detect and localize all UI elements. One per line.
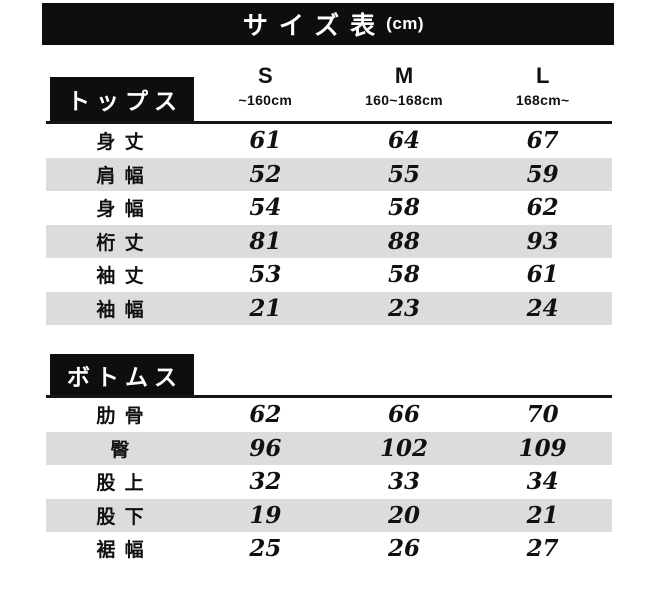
row-value-l: 61 — [526, 261, 559, 289]
row-label: 肩 幅 — [96, 165, 146, 187]
row-value-l: 93 — [526, 227, 559, 255]
unit-label: (cm) — [386, 14, 425, 33]
size-s-range: ~160cm — [238, 92, 293, 109]
tops-section-label: トップス — [50, 77, 194, 121]
row-value-l: 70 — [526, 401, 559, 429]
row-value-m: 23 — [387, 294, 420, 322]
row-label: 桁 丈 — [96, 232, 146, 254]
row-value-m: 58 — [387, 261, 420, 289]
row-value-m: 102 — [379, 434, 428, 462]
row-label: 身 幅 — [96, 199, 146, 221]
row-value-s: 25 — [249, 535, 282, 563]
row-value-m: 33 — [387, 468, 420, 496]
row-value-s: 54 — [249, 194, 282, 222]
size-chart-title-bar: サイズ表 (cm) — [42, 3, 614, 45]
row-value-l: 27 — [526, 535, 559, 563]
row-label: 身 丈 — [96, 132, 146, 154]
table-row-sleeve-length: 袖 丈 53 58 61 — [46, 258, 612, 292]
row-value-s: 52 — [249, 160, 282, 188]
row-value-l: 21 — [526, 501, 559, 529]
table-row-hem-width: 裾 幅 25 26 27 — [46, 532, 612, 566]
row-value-s: 61 — [249, 127, 282, 155]
row-label: 股 上 — [96, 473, 146, 495]
row-value-s: 21 — [249, 294, 282, 322]
page-title: サイズ表 — [242, 12, 387, 40]
table-row-sleeve-from-center: 桁 丈 81 88 93 — [46, 224, 612, 258]
row-label: 袖 丈 — [96, 266, 146, 288]
size-table: トップス S ~160cm M 160~168cm L 168cm~ 身 丈 6… — [46, 62, 612, 566]
row-value-s: 96 — [249, 434, 282, 462]
row-value-l: 59 — [526, 160, 559, 188]
row-value-l: 67 — [526, 127, 559, 155]
row-value-m: 58 — [387, 194, 420, 222]
table-row-inseam: 股 下 19 20 21 — [46, 498, 612, 532]
table-row-hip: 臀 96 102 109 — [46, 431, 612, 465]
column-header-l: L 168cm~ — [473, 62, 612, 108]
size-m-label: M — [394, 63, 414, 88]
table-row-body-length: 身 丈 61 64 67 — [46, 124, 612, 158]
table-row-rib: 肋 骨 62 66 70 — [46, 398, 612, 432]
row-value-m: 55 — [387, 160, 420, 188]
column-header-s: S ~160cm — [196, 62, 335, 108]
row-value-s: 81 — [249, 227, 282, 255]
table-row-sleeve-width: 袖 幅 21 23 24 — [46, 291, 612, 325]
table-row-shoulder-width: 肩 幅 52 55 59 — [46, 157, 612, 191]
size-l-range: 168cm~ — [515, 92, 570, 109]
row-value-m: 88 — [387, 227, 420, 255]
row-label: 袖 幅 — [96, 299, 146, 321]
row-label: 臀 — [110, 439, 132, 461]
table-row-rise: 股 上 32 33 34 — [46, 465, 612, 499]
row-value-m: 66 — [387, 401, 420, 429]
column-header-m: M 160~168cm — [335, 62, 474, 108]
row-value-s: 19 — [249, 501, 282, 529]
row-value-s: 62 — [249, 401, 282, 429]
row-value-m: 20 — [387, 501, 420, 529]
row-value-l: 34 — [526, 468, 559, 496]
tops-section-header: トップス S ~160cm M 160~168cm L 168cm~ — [46, 62, 612, 124]
size-m-range: 160~168cm — [365, 92, 443, 109]
row-value-m: 64 — [387, 127, 420, 155]
row-label: 裾 幅 — [96, 540, 146, 562]
row-label: 股 下 — [96, 506, 146, 528]
row-value-m: 26 — [387, 535, 420, 563]
row-label: 肋 骨 — [96, 406, 146, 428]
row-value-s: 32 — [249, 468, 282, 496]
row-value-s: 53 — [249, 261, 282, 289]
size-s-label: S — [257, 63, 273, 88]
size-l-label: L — [535, 63, 550, 88]
bottoms-section-header: ボトムス — [46, 354, 612, 398]
table-row-body-width: 身 幅 54 58 62 — [46, 191, 612, 225]
row-value-l: 62 — [526, 194, 559, 222]
row-value-l: 109 — [518, 434, 567, 462]
row-value-l: 24 — [526, 294, 559, 322]
bottoms-section-label: ボトムス — [50, 354, 194, 395]
